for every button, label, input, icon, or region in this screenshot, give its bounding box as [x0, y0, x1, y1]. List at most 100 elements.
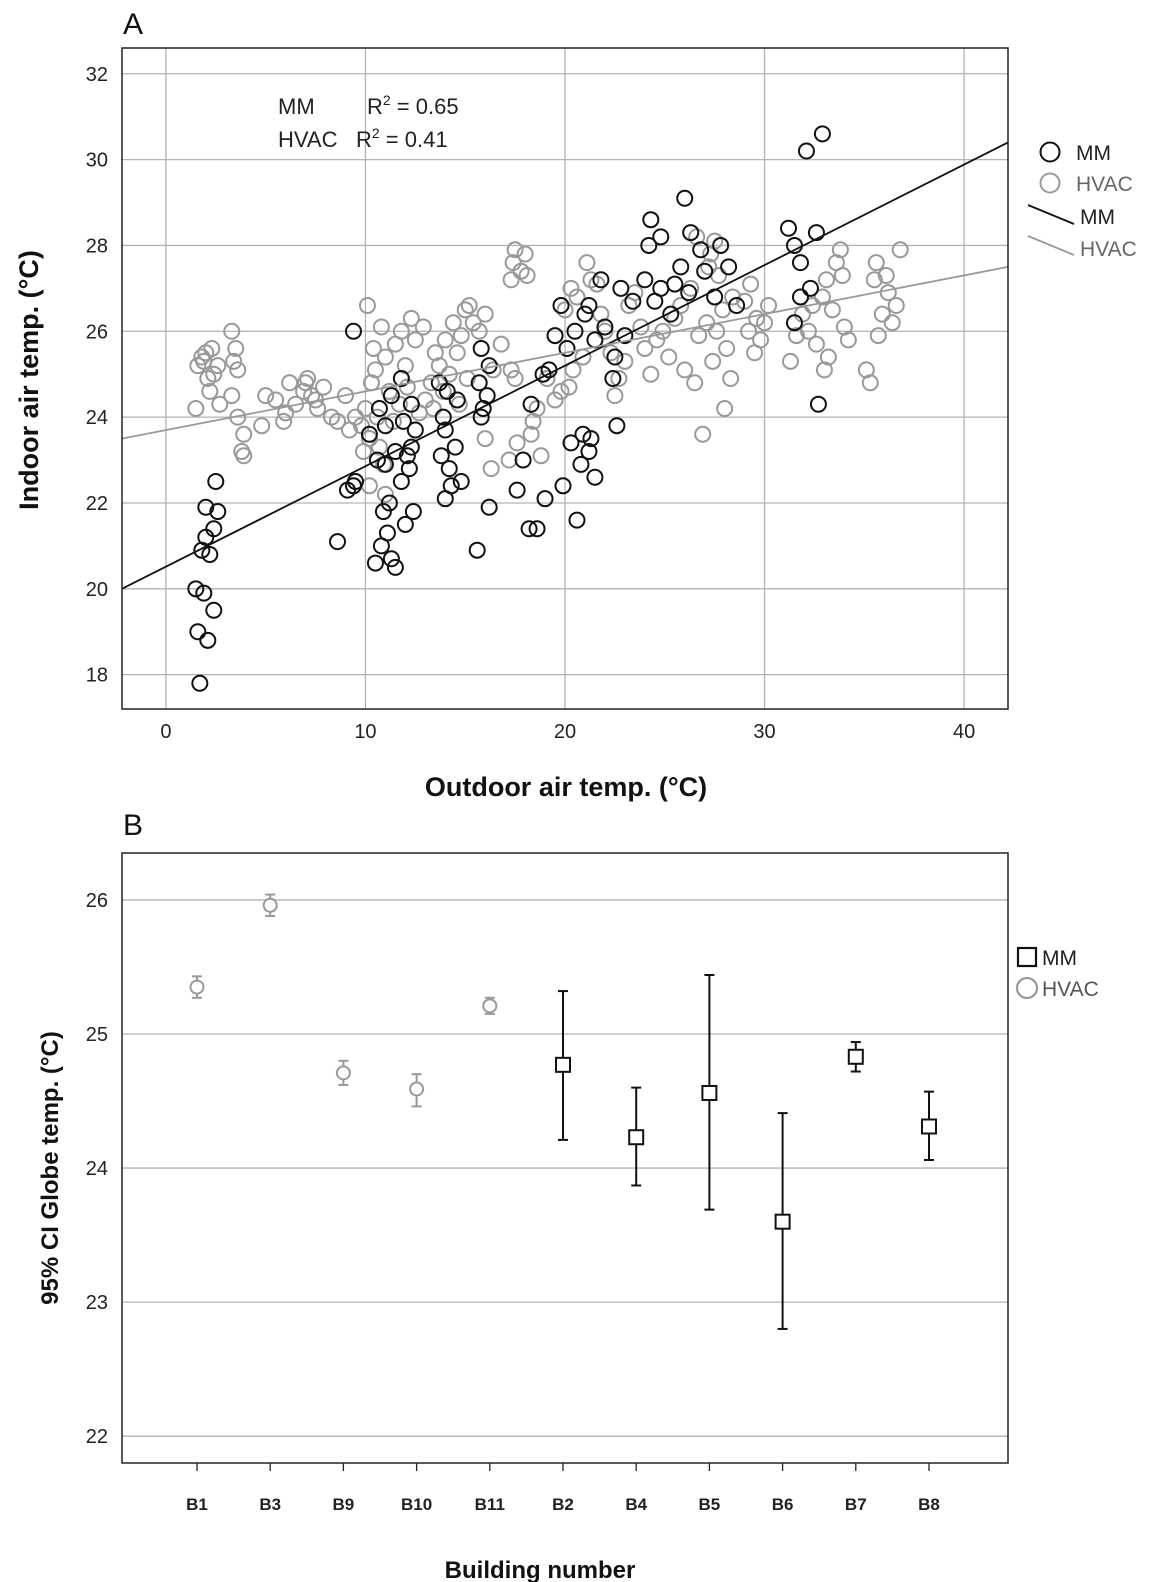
- panel-b-x-tick-label: B9: [333, 1495, 355, 1514]
- point-hvac: [602, 344, 620, 362]
- point-mm: [606, 348, 624, 366]
- point-hvac: [793, 305, 811, 323]
- point-hvac: [508, 434, 526, 452]
- legend-b-mm-marker: [1016, 946, 1038, 968]
- panel-a-y-tick-label: 24: [86, 407, 108, 429]
- point-hvac: [336, 387, 354, 405]
- annotation-hvac-value: = 0.41: [380, 127, 448, 152]
- point-hvac: [356, 400, 374, 418]
- point-hvac: [484, 361, 502, 379]
- point-hvac: [746, 344, 764, 362]
- point-hvac: [346, 408, 364, 426]
- point-hvac: [839, 331, 857, 349]
- point-hvac: [556, 301, 574, 319]
- point-mm: [801, 279, 819, 297]
- panel-b-x-tick-label: B1: [186, 1495, 208, 1514]
- point-mm: [576, 305, 594, 323]
- panel-b-error-bars: [189, 893, 937, 1330]
- point-hvac: [596, 322, 614, 340]
- point-hvac: [831, 241, 849, 259]
- panel-b-y-tick-label: 23: [86, 1292, 108, 1314]
- panel-b-legend: MM HVAC: [1015, 946, 1099, 1001]
- point-hvac: [398, 378, 416, 396]
- point-mm: [199, 631, 217, 649]
- legend-a-mm-line: [1027, 204, 1075, 225]
- point-hvac: [690, 327, 708, 345]
- point-hvac: [366, 361, 384, 379]
- point-hvac: [698, 314, 716, 332]
- point-hvac: [578, 254, 596, 272]
- point-hvac: [879, 284, 897, 302]
- point-hvac: [360, 430, 378, 448]
- point-hvac: [482, 460, 500, 478]
- panel-a-y-tick-label: 18: [86, 665, 108, 687]
- point-hvac: [672, 297, 690, 315]
- point-hvac: [376, 485, 394, 503]
- point-mm: [528, 520, 546, 538]
- mean-marker-mm: [628, 1129, 645, 1146]
- panel-a-y-tick-label: 22: [86, 493, 108, 515]
- point-mm: [546, 327, 564, 345]
- panel-b-y-tick-label: 25: [86, 1024, 108, 1046]
- point-mm: [400, 460, 418, 478]
- panel-a-y-tick-label: 26: [86, 321, 108, 343]
- point-mm: [382, 387, 400, 405]
- panel-b-y-tick-label: 26: [86, 890, 108, 912]
- point-mm: [197, 528, 215, 546]
- point-mm: [566, 322, 584, 340]
- point-mm: [386, 442, 404, 460]
- point-mm: [662, 305, 680, 323]
- panel-b-y-tick-label: 22: [86, 1426, 108, 1448]
- point-hvac: [799, 322, 817, 340]
- point-mm: [728, 297, 746, 315]
- point-mm: [574, 425, 592, 443]
- point-mm: [672, 258, 690, 276]
- panel-a-y-tick-label: 28: [86, 235, 108, 257]
- point-hvac: [235, 447, 253, 465]
- point-hvac: [257, 387, 275, 405]
- point-hvac: [406, 331, 424, 349]
- point-hvac: [506, 241, 524, 259]
- point-mm: [520, 520, 538, 538]
- point-hvac: [277, 404, 295, 422]
- point-mm: [809, 395, 827, 413]
- point-hvac: [588, 275, 606, 293]
- point-hvac: [376, 348, 394, 366]
- point-mm: [472, 408, 490, 426]
- point-hvac: [787, 327, 805, 345]
- mean-marker-mm: [921, 1118, 937, 1135]
- mean-marker-hvac: [262, 897, 278, 913]
- point-mm: [616, 327, 634, 345]
- point-hvac: [760, 297, 778, 315]
- point-hvac: [518, 266, 536, 284]
- point-hvac: [464, 314, 482, 332]
- mean-marker-mm: [847, 1048, 864, 1065]
- point-mm: [329, 533, 347, 551]
- point-mm: [612, 279, 630, 297]
- point-hvac: [642, 365, 660, 383]
- point-hvac: [225, 352, 243, 370]
- point-hvac: [187, 400, 205, 418]
- point-hvac: [722, 370, 740, 387]
- panel-b-y-tick-label: 24: [86, 1158, 108, 1180]
- point-hvac: [416, 391, 434, 409]
- point-mm: [791, 288, 809, 306]
- point-mm: [720, 258, 738, 276]
- point-hvac: [329, 412, 347, 430]
- point-hvac: [275, 412, 293, 430]
- point-hvac: [444, 314, 462, 332]
- point-mm: [432, 447, 450, 465]
- point-hvac: [384, 412, 402, 430]
- point-mm: [552, 297, 570, 315]
- panel-b-x-tick-label: B6: [772, 1495, 794, 1514]
- point-hvac: [193, 348, 211, 366]
- point-mm: [406, 421, 424, 439]
- panel-a-x-tick-label: 20: [554, 721, 576, 743]
- point-hvac: [724, 288, 742, 306]
- point-hvac: [299, 370, 317, 387]
- annotation-hvac-r2: R2 = 0.41: [356, 125, 448, 152]
- point-mm: [470, 374, 488, 392]
- legend-a-mm-label: MM: [1076, 142, 1111, 165]
- point-hvac: [736, 292, 754, 310]
- point-hvac: [815, 361, 833, 379]
